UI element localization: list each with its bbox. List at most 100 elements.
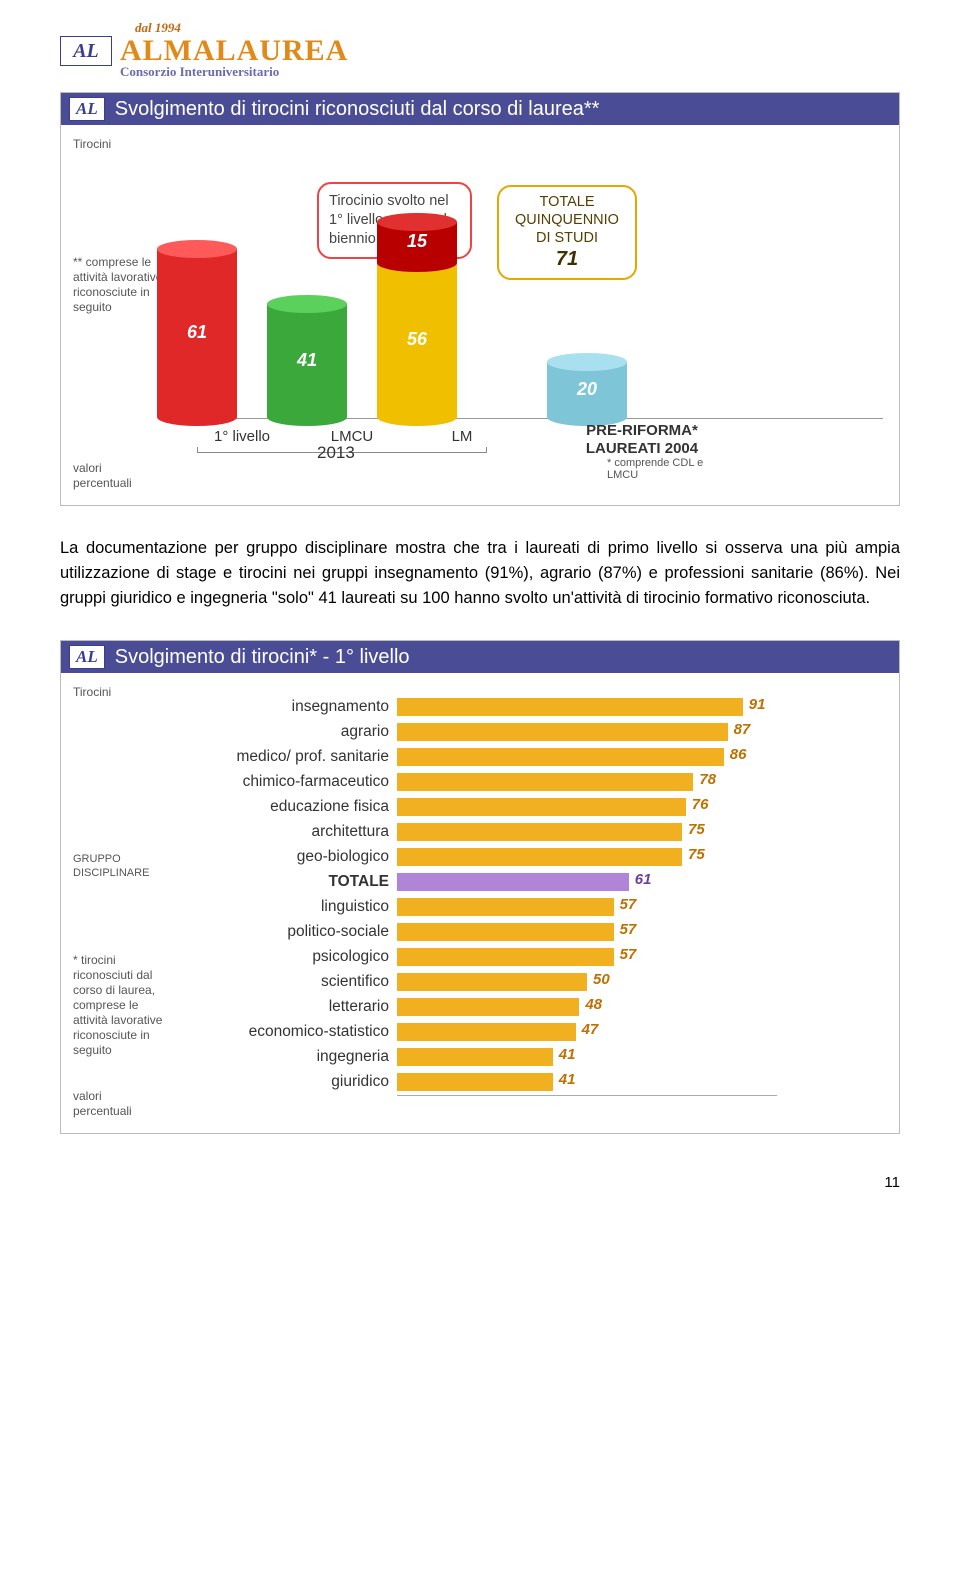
chart1-x-label: LM [412, 428, 512, 445]
chart2-row: TOTALE61 [187, 870, 883, 893]
chart2-bar-track: 75 [397, 823, 883, 841]
chart1-title: Svolgimento di tirocini riconosciuti dal… [115, 98, 600, 121]
chart2-row: medico/ prof. sanitarie86 [187, 745, 883, 768]
logo-name: ALMALAUREA [120, 36, 348, 66]
chart1-pre-riforma-2: LAUREATI 2004 [567, 440, 717, 457]
chart2-side-bottom: valori percentuali [73, 1089, 163, 1119]
chart2-bar-value: 41 [559, 1071, 576, 1088]
chart2-side-note: * tirocini riconosciuti dal corso di lau… [73, 953, 163, 1058]
chart2-bar-track: 75 [397, 848, 883, 866]
chart2-category-label: TOTALE [187, 873, 397, 891]
chart2-bar-value: 57 [620, 921, 637, 938]
chart2-bar-fill: 47 [397, 1023, 576, 1041]
chart2-bar-track: 87 [397, 723, 883, 741]
chart2-bar-fill: 41 [397, 1073, 553, 1091]
chart2-bar-track: 48 [397, 998, 883, 1016]
logo-al-box: AL [60, 36, 112, 66]
chart2-bar-fill: 91 [397, 698, 743, 716]
chart1-x-label: 1° livello [192, 428, 292, 445]
chart2-bar-track: 86 [397, 748, 883, 766]
chart1-year-label: 2013 [317, 443, 355, 463]
chart2-category-label: geo-biologico [187, 848, 397, 866]
chart2-category-label: letterario [187, 998, 397, 1016]
callout-totale-quinquennio: TOTALE QUINQUENNIO DI STUDI 71 [497, 185, 637, 280]
chart2-bar-track: 91 [397, 698, 883, 716]
chart2-bar-fill: 61 [397, 873, 629, 891]
chart2-bar-value: 75 [688, 821, 705, 838]
chart2-bar-fill: 86 [397, 748, 724, 766]
chart2-bar-fill: 57 [397, 898, 614, 916]
chart2-axis [397, 1095, 777, 1096]
chart1-side-note: ** comprese le attività lavorative ricon… [73, 255, 163, 315]
chart1-pre-riforma-1: PRE-RIFORMA* [567, 422, 717, 439]
chart2-bar-value: 47 [582, 1021, 599, 1038]
chart2-category-label: economico-statistico [187, 1023, 397, 1041]
chart2-category-label: linguistico [187, 898, 397, 916]
chart2-bar-track: 57 [397, 948, 883, 966]
chart2-category-label: giuridico [187, 1073, 397, 1091]
chart2-title-bar: AL Svolgimento di tirocini* - 1° livello [61, 641, 899, 673]
chart1-bar-segment: 20 [547, 362, 627, 417]
al-badge: AL [69, 645, 105, 669]
chart2-bar-fill: 87 [397, 723, 728, 741]
chart2-bar-fill: 75 [397, 848, 682, 866]
chart2-bar-value: 86 [730, 746, 747, 763]
chart1-bar-segment: 61 [157, 249, 237, 417]
chart2-category-label: educazione fisica [187, 798, 397, 816]
chart2-row: letterario 48 [187, 995, 883, 1018]
chart2-bar-track: 41 [397, 1073, 883, 1091]
chart2-side-mid: GRUPPO DISCIPLINARE [73, 853, 163, 881]
chart2-row: educazione fisica76 [187, 795, 883, 818]
chart2-bar-track: 50 [397, 973, 883, 991]
chart2-bar-value: 78 [699, 771, 716, 788]
chart2-row: insegnamento91 [187, 695, 883, 718]
chart-tirocini-primo-livello: AL Svolgimento di tirocini* - 1° livello… [60, 640, 900, 1134]
chart1-bar-value: 15 [377, 231, 457, 252]
chart2-category-label: scientifico [187, 973, 397, 991]
chart2-bar-track: 61 [397, 873, 883, 891]
chart2-bar-value: 91 [749, 696, 766, 713]
chart1-bar-value: 20 [547, 379, 627, 400]
logo-subtitle: Consorzio Interuniversitario [120, 64, 900, 80]
chart2-row: agrario87 [187, 720, 883, 743]
chart2-category-label: chimico-farmaceutico [187, 773, 397, 791]
chart2-bar-value: 57 [620, 946, 637, 963]
chart2-row: linguistico57 [187, 895, 883, 918]
chart2-row: psicologico57 [187, 945, 883, 968]
chart2-bar-track: 57 [397, 898, 883, 916]
page-number: 11 [60, 1174, 900, 1191]
chart-tirocini-per-tipo: AL Svolgimento di tirocini riconosciuti … [60, 92, 900, 506]
chart2-bar-fill: 76 [397, 798, 686, 816]
chart2-bar-fill: 50 [397, 973, 587, 991]
chart2-category-label: insegnamento [187, 698, 397, 716]
chart2-bar-value: 48 [585, 996, 602, 1013]
chart2-bar-track: 47 [397, 1023, 883, 1041]
chart2-row: economico-statistico47 [187, 1020, 883, 1043]
chart2-category-label: agrario [187, 723, 397, 741]
chart1-bar-segment: 56 [377, 263, 457, 417]
chart1-bar-value: 61 [157, 322, 237, 343]
chart1-bar-value: 41 [267, 350, 347, 371]
chart2-category-label: ingegneria [187, 1048, 397, 1066]
chart1-bar-segment: 15 [377, 222, 457, 263]
chart1-side-bottom: valori percentuali [73, 461, 163, 491]
chart2-row: geo-biologico75 [187, 845, 883, 868]
chart2-bar-track: 76 [397, 798, 883, 816]
chart2-bar-fill: 78 [397, 773, 693, 791]
chart2-bar-track: 41 [397, 1048, 883, 1066]
chart2-row: chimico-farmaceutico78 [187, 770, 883, 793]
chart2-row: giuridico41 [187, 1070, 883, 1093]
chart2-title: Svolgimento di tirocini* - 1° livello [115, 646, 410, 669]
chart2-bar-value: 75 [688, 846, 705, 863]
chart2-bar-fill: 57 [397, 923, 614, 941]
chart1-plot-area: Tirocinio svolto nel 1° livello e non ne… [177, 137, 883, 457]
chart2-plot-area: insegnamento91agrario87medico/ prof. san… [187, 685, 883, 1106]
chart2-bar-value: 87 [734, 721, 751, 738]
body-paragraph: La documentazione per gruppo disciplinar… [60, 536, 900, 610]
chart2-bar-fill: 57 [397, 948, 614, 966]
chart1-side-top: Tirocini [73, 137, 111, 152]
chart2-row: scientifico50 [187, 970, 883, 993]
chart2-bar-value: 57 [620, 896, 637, 913]
al-badge: AL [69, 97, 105, 121]
chart2-category-label: politico-sociale [187, 923, 397, 941]
